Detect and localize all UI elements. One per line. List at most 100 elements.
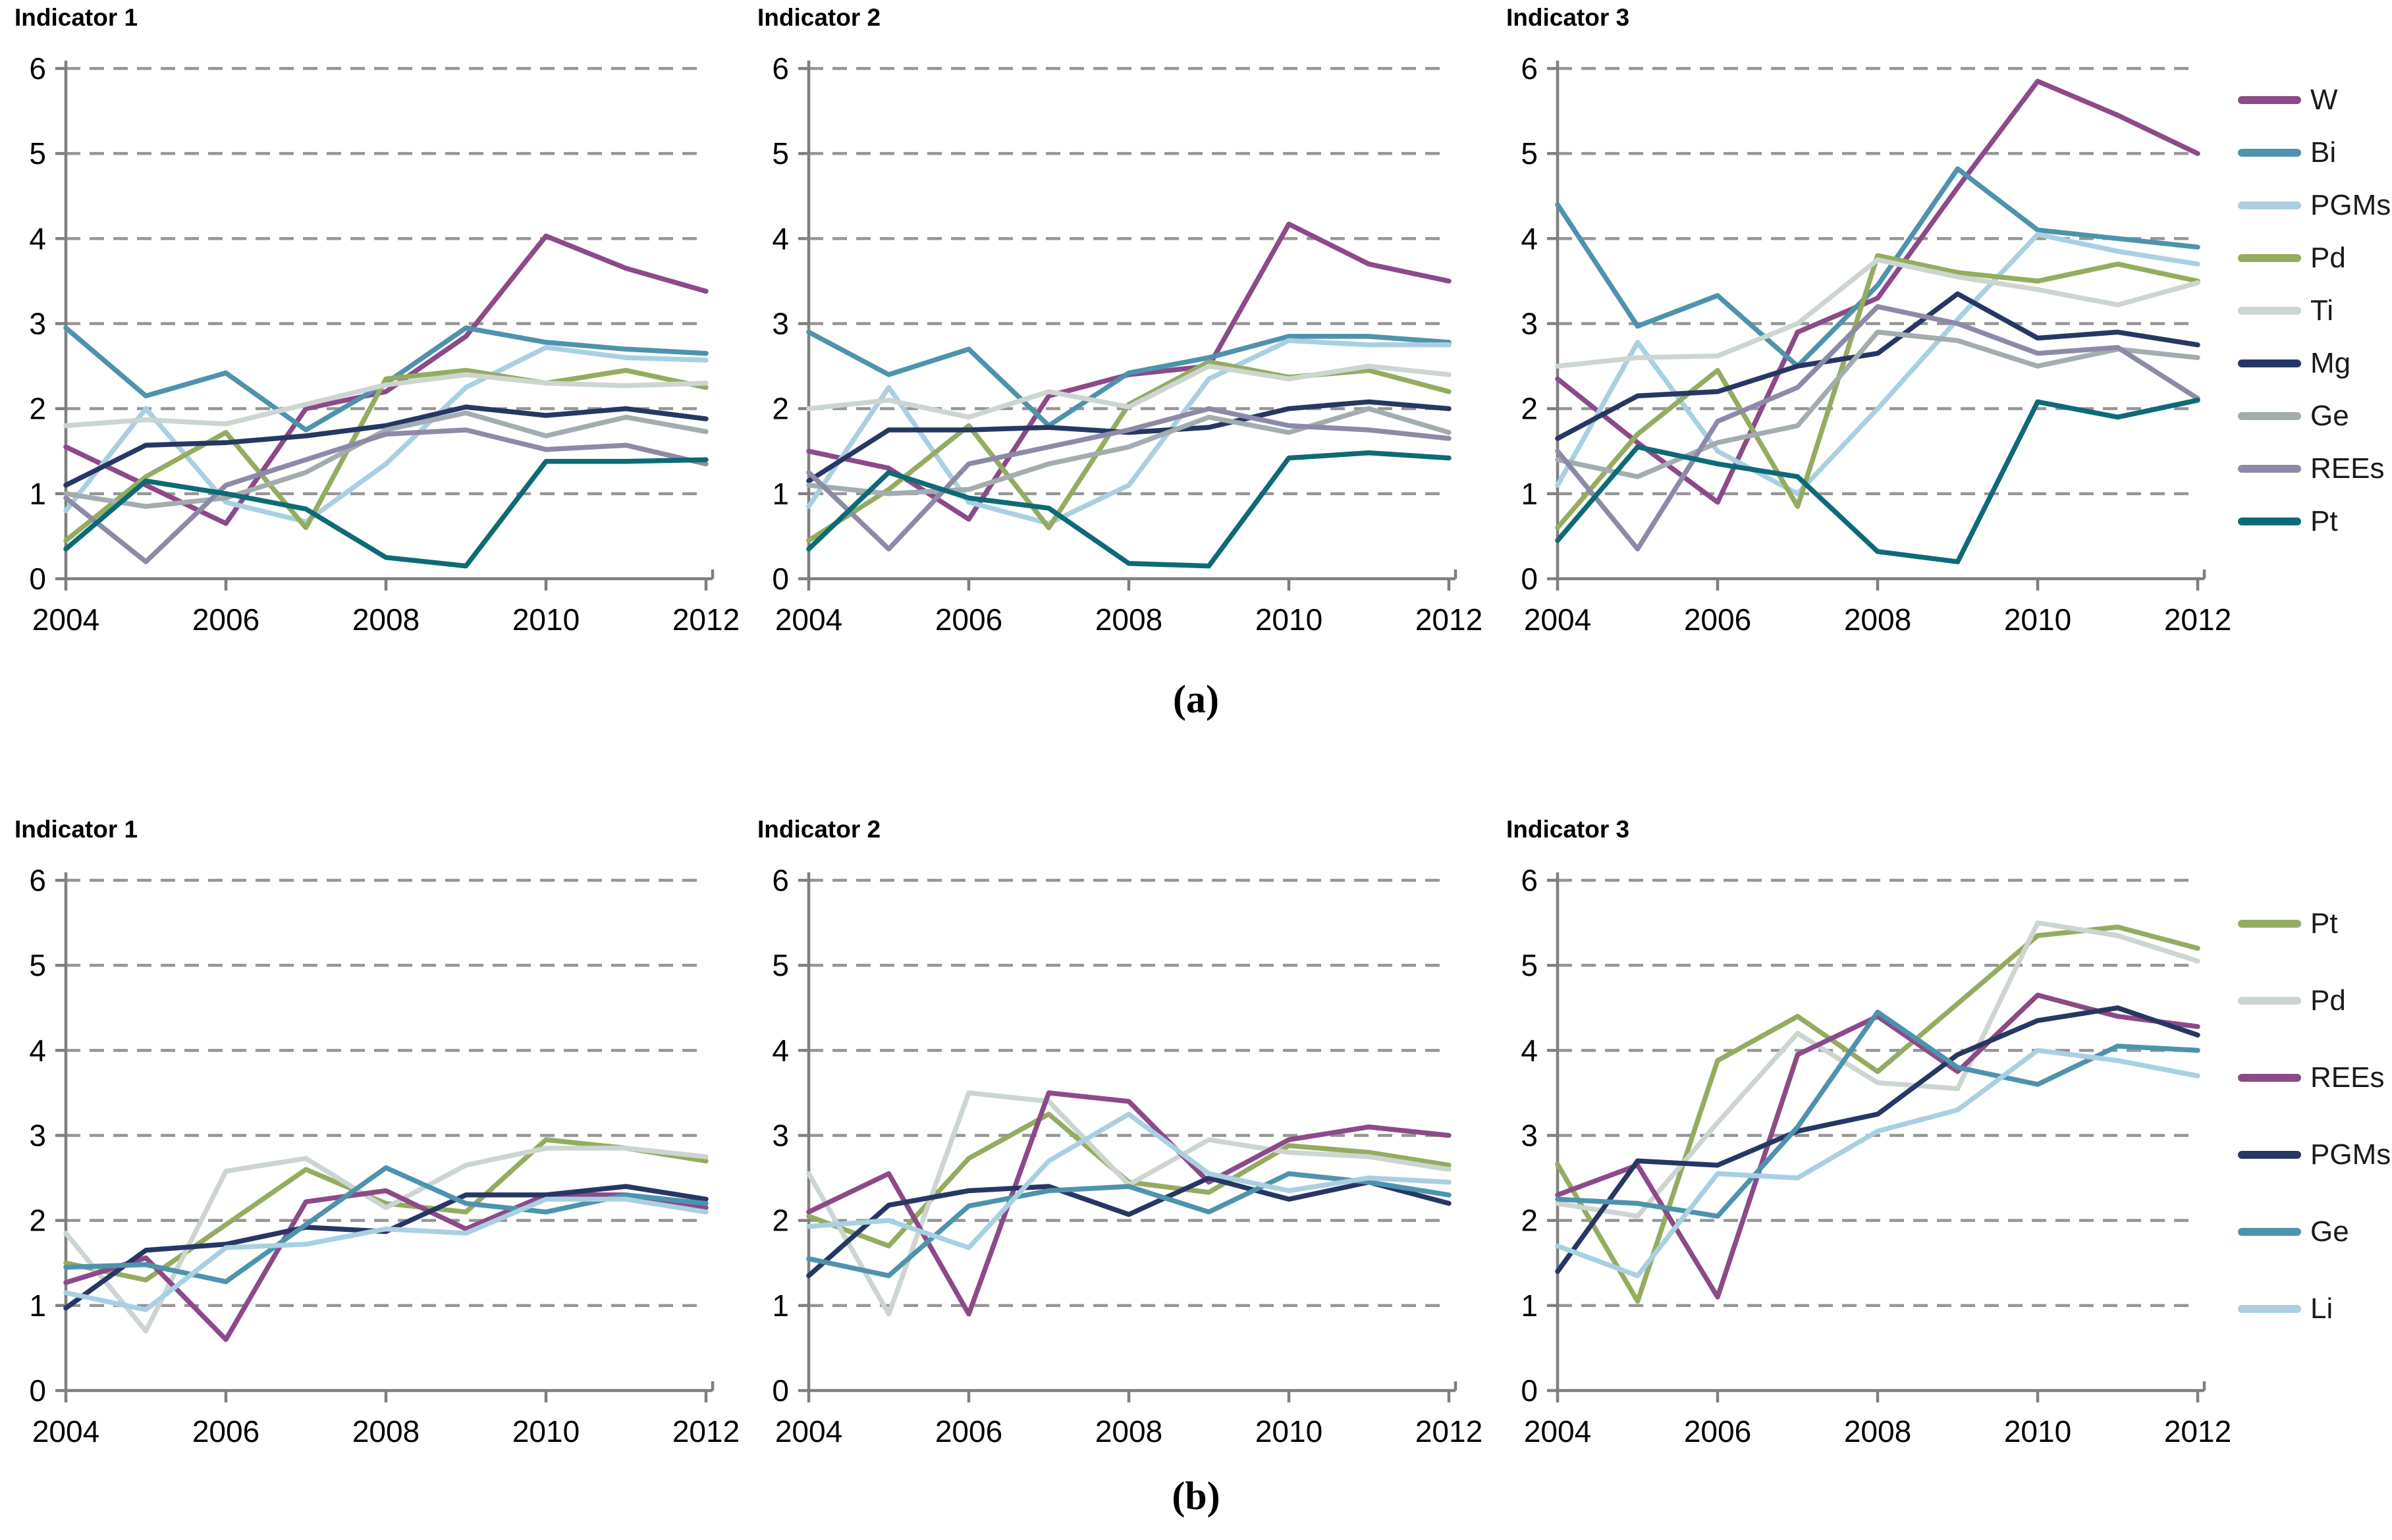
legend-line-swatch-icon [2238,307,2301,315]
series-line-Ge [806,1171,1452,1279]
series-line-Pt [1555,398,2200,564]
svg-text:2012: 2012 [2164,602,2231,637]
chart-a-indicator-3: Indicator 3 0 1 2 3 4 5 6 2004 2006 2008 2010 2012 [1505,0,2239,665]
chart-canvas: 0 1 2 3 4 5 6 2004 2006 2008 2010 2012 [756,34,1490,660]
svg-text:6: 6 [772,863,789,897]
legend-label: W [2310,84,2338,116]
svg-text:2004: 2004 [775,1414,842,1448]
svg-text:3: 3 [29,1119,46,1153]
chart-title: Indicator 3 [1506,816,1630,843]
svg-text:2008: 2008 [1844,602,1911,637]
svg-text:2004: 2004 [32,1414,99,1448]
series-line-Pt [63,457,709,569]
series-line-Pt [806,450,1452,569]
svg-text:2008: 2008 [352,1414,420,1448]
series-line-Li [63,1196,709,1313]
svg-text:2008: 2008 [352,602,420,637]
svg-text:4: 4 [772,1033,789,1067]
series-line-PGMs [63,1184,709,1311]
legend-item-Bi: Bi [2238,126,2389,179]
series-line-REEs [806,1090,1452,1317]
svg-text:2006: 2006 [935,1414,1002,1448]
svg-text:2010: 2010 [1255,1414,1322,1448]
series-line-Pd [806,359,1452,543]
svg-text:2008: 2008 [1844,1414,1911,1448]
svg-text:3: 3 [29,307,46,341]
svg-text:6: 6 [29,51,46,86]
legend-item-REEs: REEs [2238,1039,2389,1116]
svg-text:4: 4 [772,221,789,255]
svg-text:4: 4 [1521,1033,1538,1067]
series-line-Ge [806,406,1452,496]
svg-text:2006: 2006 [1684,1414,1751,1448]
legend-label: Mg [2310,347,2351,379]
svg-text:2004: 2004 [775,602,842,637]
svg-text:2004: 2004 [1524,1414,1591,1448]
chart-b-indicator-2: Indicator 2 0 1 2 3 4 5 6 2004 2006 2008 2010 2012 [756,812,1490,1477]
svg-text:5: 5 [29,948,46,982]
series-line-REEs [63,427,709,564]
legend-item-REEs: REEs [2238,442,2389,495]
svg-text:0: 0 [772,562,789,596]
series-line-Ge [63,410,709,509]
svg-text:2004: 2004 [1524,602,1591,637]
series-line-Mg [1555,291,2200,441]
series-line-Bi [806,329,1452,429]
series-line-REEs [1555,304,2200,552]
series-line-Pt [63,1137,709,1283]
legend-line-swatch-icon [2238,919,2301,928]
legend-line-swatch-icon [2238,149,2301,157]
series-line-Ti [806,363,1452,420]
legend-item-Ge: Ge [2238,390,2389,442]
chart-b-indicator-3: Indicator 3 0 1 2 3 4 5 6 2004 2006 2008 2010 2012 [1505,812,2239,1477]
svg-text:2008: 2008 [1095,1414,1162,1448]
line-chart-b3: 0 1 2 3 4 5 6 2004 2006 2008 2010 2012 [1521,863,2231,1448]
svg-text:1: 1 [1521,1288,1538,1323]
svg-text:2006: 2006 [192,602,259,637]
svg-text:5: 5 [772,948,789,982]
series-line-PGMs [1555,1005,2200,1274]
svg-text:2012: 2012 [2164,1414,2231,1448]
svg-text:2: 2 [29,392,46,426]
svg-text:6: 6 [29,863,46,897]
series-line-Pd [63,1146,709,1334]
series-line-Ge [1555,329,2200,479]
legend-line-swatch-icon [2238,465,2301,473]
svg-text:2006: 2006 [1684,602,1751,637]
svg-text:2010: 2010 [1255,602,1322,637]
series-line-REEs [806,406,1452,552]
series-line-Li [806,1111,1452,1250]
series-line-Pd [1555,920,2200,1219]
chart-title: Indicator 2 [757,4,881,31]
svg-text:5: 5 [1521,948,1538,982]
svg-text:3: 3 [772,307,789,341]
series-line-W [63,233,709,526]
chart-a-indicator-1: Indicator 1 0 1 2 3 4 5 6 2004 2006 2008 2010 2012 [13,0,748,665]
legend-label: Ti [2310,294,2334,327]
legend-item-PGMs: PGMs [2238,1116,2391,1193]
svg-text:2: 2 [772,392,789,426]
legend-item-Pd: Pd [2238,232,2389,284]
legend-item-Pt: Pt [2238,495,2389,548]
svg-text:1: 1 [772,1288,789,1323]
series-line-Ge [63,1165,709,1285]
svg-text:2012: 2012 [1415,602,1482,637]
legend-line-swatch-icon [2238,359,2301,367]
chart-title: Indicator 3 [1506,4,1630,31]
svg-text:5: 5 [1521,136,1538,171]
series-line-Bi [1555,166,2200,369]
series-line-Mg [63,404,709,488]
svg-text:0: 0 [772,1373,789,1408]
svg-text:0: 0 [29,562,46,596]
legend-line-swatch-icon [2238,254,2301,262]
svg-text:2: 2 [772,1204,789,1238]
series-line-PGMs [63,344,709,525]
svg-text:4: 4 [1521,221,1538,255]
chart-canvas: 0 1 2 3 4 5 6 2004 2006 2008 2010 2012 [13,34,748,660]
legend-line-swatch-icon [2238,518,2301,525]
svg-text:1: 1 [29,1288,46,1323]
chart-title: Indicator 2 [757,816,881,843]
svg-text:5: 5 [772,136,789,171]
svg-text:1: 1 [1521,477,1538,511]
legend-line-swatch-icon [2238,412,2301,420]
